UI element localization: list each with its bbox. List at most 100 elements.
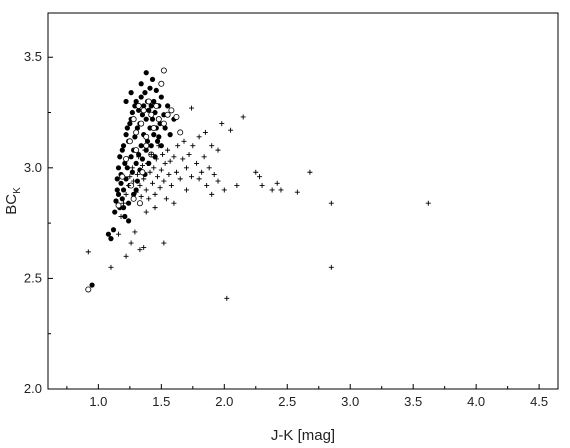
plus-point <box>190 143 196 149</box>
open-circle-point <box>130 116 137 123</box>
plus-point <box>240 114 246 120</box>
plus-point <box>160 152 166 158</box>
plus-point <box>153 156 159 162</box>
open-circle-point <box>173 113 180 120</box>
plus-point <box>209 191 215 197</box>
plus-point <box>146 196 152 202</box>
plus-point <box>199 169 205 175</box>
plus-point <box>151 165 157 171</box>
plus-point <box>177 176 183 182</box>
open-circle-point <box>168 107 175 114</box>
filled-circle-point <box>156 134 162 140</box>
plus-point <box>139 163 145 169</box>
open-circle-point <box>177 129 184 136</box>
open-circle-point <box>123 155 130 162</box>
plus-point <box>147 169 153 175</box>
plus-point <box>161 178 167 184</box>
filled-circle-point <box>136 107 142 113</box>
plus-point <box>144 160 150 166</box>
filled-circle-point <box>138 81 144 87</box>
open-circle-point <box>139 169 146 176</box>
y-axis-label: BCK <box>3 187 23 215</box>
filled-circle-point <box>89 282 95 288</box>
y-tick-label: 2.0 <box>24 381 42 396</box>
filled-circle-point <box>148 103 154 109</box>
plus-point <box>108 264 114 270</box>
plus-point <box>142 147 148 153</box>
filled-circle-point <box>120 187 127 193</box>
plus-point <box>141 176 147 182</box>
filled-circle-point <box>138 94 144 100</box>
filled-circle-point <box>134 125 141 131</box>
filled-circle-point <box>142 90 148 96</box>
filled-circle-point <box>165 103 171 109</box>
plus-point <box>150 180 156 186</box>
filled-circle-point <box>133 98 139 105</box>
plus-point <box>138 194 144 200</box>
plus-point <box>128 240 134 246</box>
filled-circle-point <box>148 143 154 149</box>
plus-point <box>189 174 195 180</box>
x-tick-label: 3.5 <box>404 394 422 409</box>
plus-point <box>202 129 208 135</box>
open-circle-point <box>153 102 160 109</box>
plus-point <box>219 121 225 127</box>
plus-point <box>129 165 135 171</box>
filled-circle-point <box>127 120 133 127</box>
open-circle-point <box>130 195 137 202</box>
filled-circle-point <box>153 87 159 94</box>
filled-circle-point <box>123 98 129 105</box>
plus-point <box>201 154 207 160</box>
filled-circle-point <box>147 85 153 91</box>
y-tick-label: 3.0 <box>24 160 42 175</box>
x-tick-label: 2.5 <box>278 394 296 409</box>
filled-circle-point <box>120 143 127 149</box>
filled-circle-point <box>114 176 120 182</box>
filled-circle-point <box>120 205 127 211</box>
open-circle-point <box>143 133 150 140</box>
plus-point <box>133 189 139 195</box>
x-tick-label: 3.0 <box>341 394 359 409</box>
filled-circle-point <box>134 178 141 184</box>
plus-point <box>137 247 143 253</box>
plus-point <box>234 183 240 189</box>
filled-circle-point <box>124 165 130 171</box>
plus-point <box>126 183 132 189</box>
filled-circle-point <box>133 160 139 166</box>
filled-circle-point <box>110 227 117 233</box>
plus-point <box>173 169 179 175</box>
plus-point <box>196 134 202 140</box>
filled-circle-point <box>129 169 135 175</box>
open-circle-point <box>148 111 155 118</box>
filled-circle-point <box>112 209 118 215</box>
filled-circle-point <box>149 116 156 122</box>
filled-circle-point <box>167 132 173 138</box>
plus-point <box>175 143 181 149</box>
filled-circle-point <box>146 107 152 113</box>
x-tick-label: 1.0 <box>89 394 107 409</box>
plus-point <box>215 178 221 184</box>
filled-circle-point <box>141 103 147 109</box>
plus-point <box>278 187 284 193</box>
plus-point <box>155 174 161 180</box>
open-circle-point <box>136 200 143 207</box>
filled-circle-point <box>143 116 149 122</box>
open-circle-point <box>164 111 171 118</box>
open-circle-point <box>155 116 162 123</box>
open-circle-point <box>138 120 145 127</box>
plus-point <box>294 189 300 195</box>
plus-point <box>152 191 158 197</box>
plus-point <box>221 187 227 193</box>
plus-point <box>116 231 122 237</box>
plus-point <box>118 213 124 219</box>
plus-point <box>189 105 195 111</box>
filled-circle-point <box>114 187 120 193</box>
plus-point <box>141 244 147 250</box>
plus-point <box>165 147 171 153</box>
plus-point <box>123 253 129 259</box>
filled-circle-point <box>151 98 157 105</box>
plus-point <box>121 200 127 206</box>
open-circle-point <box>133 129 140 136</box>
plus-point <box>156 143 162 149</box>
plus-point <box>425 200 431 206</box>
